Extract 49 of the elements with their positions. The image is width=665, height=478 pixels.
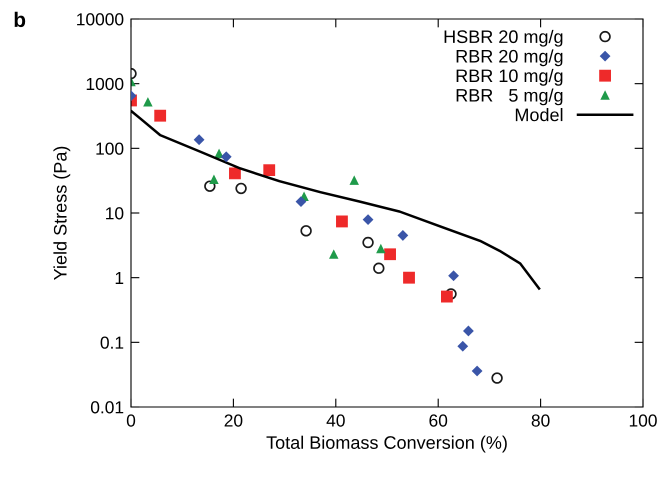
point <box>235 182 247 194</box>
point <box>209 174 218 184</box>
point <box>194 134 204 145</box>
y-axis-title: Yield Stress (Pa) <box>53 146 70 280</box>
point <box>204 180 216 192</box>
point <box>376 244 386 254</box>
legend-label: RBR 20 mg/g <box>456 49 562 66</box>
point <box>154 110 166 122</box>
y-tick-label: 100 <box>96 142 124 155</box>
y-tick-label: 10 <box>106 207 124 220</box>
point <box>336 216 348 228</box>
point <box>448 270 459 282</box>
point <box>458 340 468 352</box>
x-tick-label: 60 <box>429 414 448 427</box>
point <box>300 225 312 237</box>
point <box>296 196 306 207</box>
legend-label: RBR 10 mg/g <box>456 68 562 86</box>
point <box>362 214 374 225</box>
point <box>362 236 374 248</box>
text: b <box>14 12 26 28</box>
point <box>403 272 415 284</box>
point <box>229 167 241 180</box>
point <box>263 164 276 176</box>
legend-label: Model <box>516 108 562 122</box>
point <box>350 176 359 185</box>
x-tick-label: 100 <box>630 414 657 427</box>
x-tick-label: 40 <box>326 414 345 427</box>
point <box>143 98 152 107</box>
y-tick-label: 1000 <box>86 78 124 90</box>
point <box>441 290 453 302</box>
point <box>220 152 232 162</box>
y-tick-label: 10000 <box>77 13 124 26</box>
point <box>491 372 503 384</box>
point <box>445 288 457 300</box>
y-tick-label: 1 <box>116 272 124 284</box>
y-tick-label: 0.01 <box>90 401 124 414</box>
point <box>472 366 482 376</box>
point <box>384 248 396 260</box>
x-tick-label: 0 <box>126 414 136 427</box>
y-tick-label: 0.1 <box>100 336 124 349</box>
x-tick-label: 20 <box>224 414 242 427</box>
legend-label: HSBR 20 mg/g <box>444 30 562 47</box>
point <box>329 250 338 259</box>
x-axis-title: Total Biomass Conversion (%) <box>266 436 507 453</box>
legend-label: RBR 5 mg/g <box>456 88 562 106</box>
point <box>373 262 385 274</box>
x-tick-label: 80 <box>532 414 550 427</box>
point <box>463 326 474 336</box>
point <box>398 230 408 241</box>
